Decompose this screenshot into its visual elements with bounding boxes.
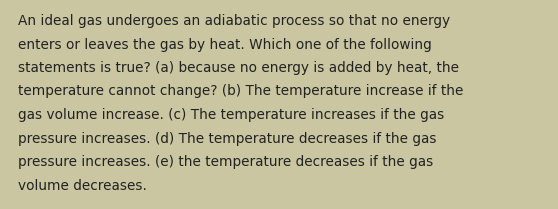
Text: temperature cannot change? (b) The temperature increase if the: temperature cannot change? (b) The tempe…: [18, 84, 463, 98]
Text: volume decreases.: volume decreases.: [18, 178, 147, 192]
Text: pressure increases. (e) the temperature decreases if the gas: pressure increases. (e) the temperature …: [18, 155, 433, 169]
Text: An ideal gas undergoes an adiabatic process so that no energy: An ideal gas undergoes an adiabatic proc…: [18, 14, 450, 28]
Text: statements is true? (a) because no energy is added by heat, the: statements is true? (a) because no energ…: [18, 61, 459, 75]
Text: enters or leaves the gas by heat. Which one of the following: enters or leaves the gas by heat. Which …: [18, 37, 432, 51]
Text: gas volume increase. (c) The temperature increases if the gas: gas volume increase. (c) The temperature…: [18, 108, 444, 122]
Text: pressure increases. (d) The temperature decreases if the gas: pressure increases. (d) The temperature …: [18, 131, 436, 145]
